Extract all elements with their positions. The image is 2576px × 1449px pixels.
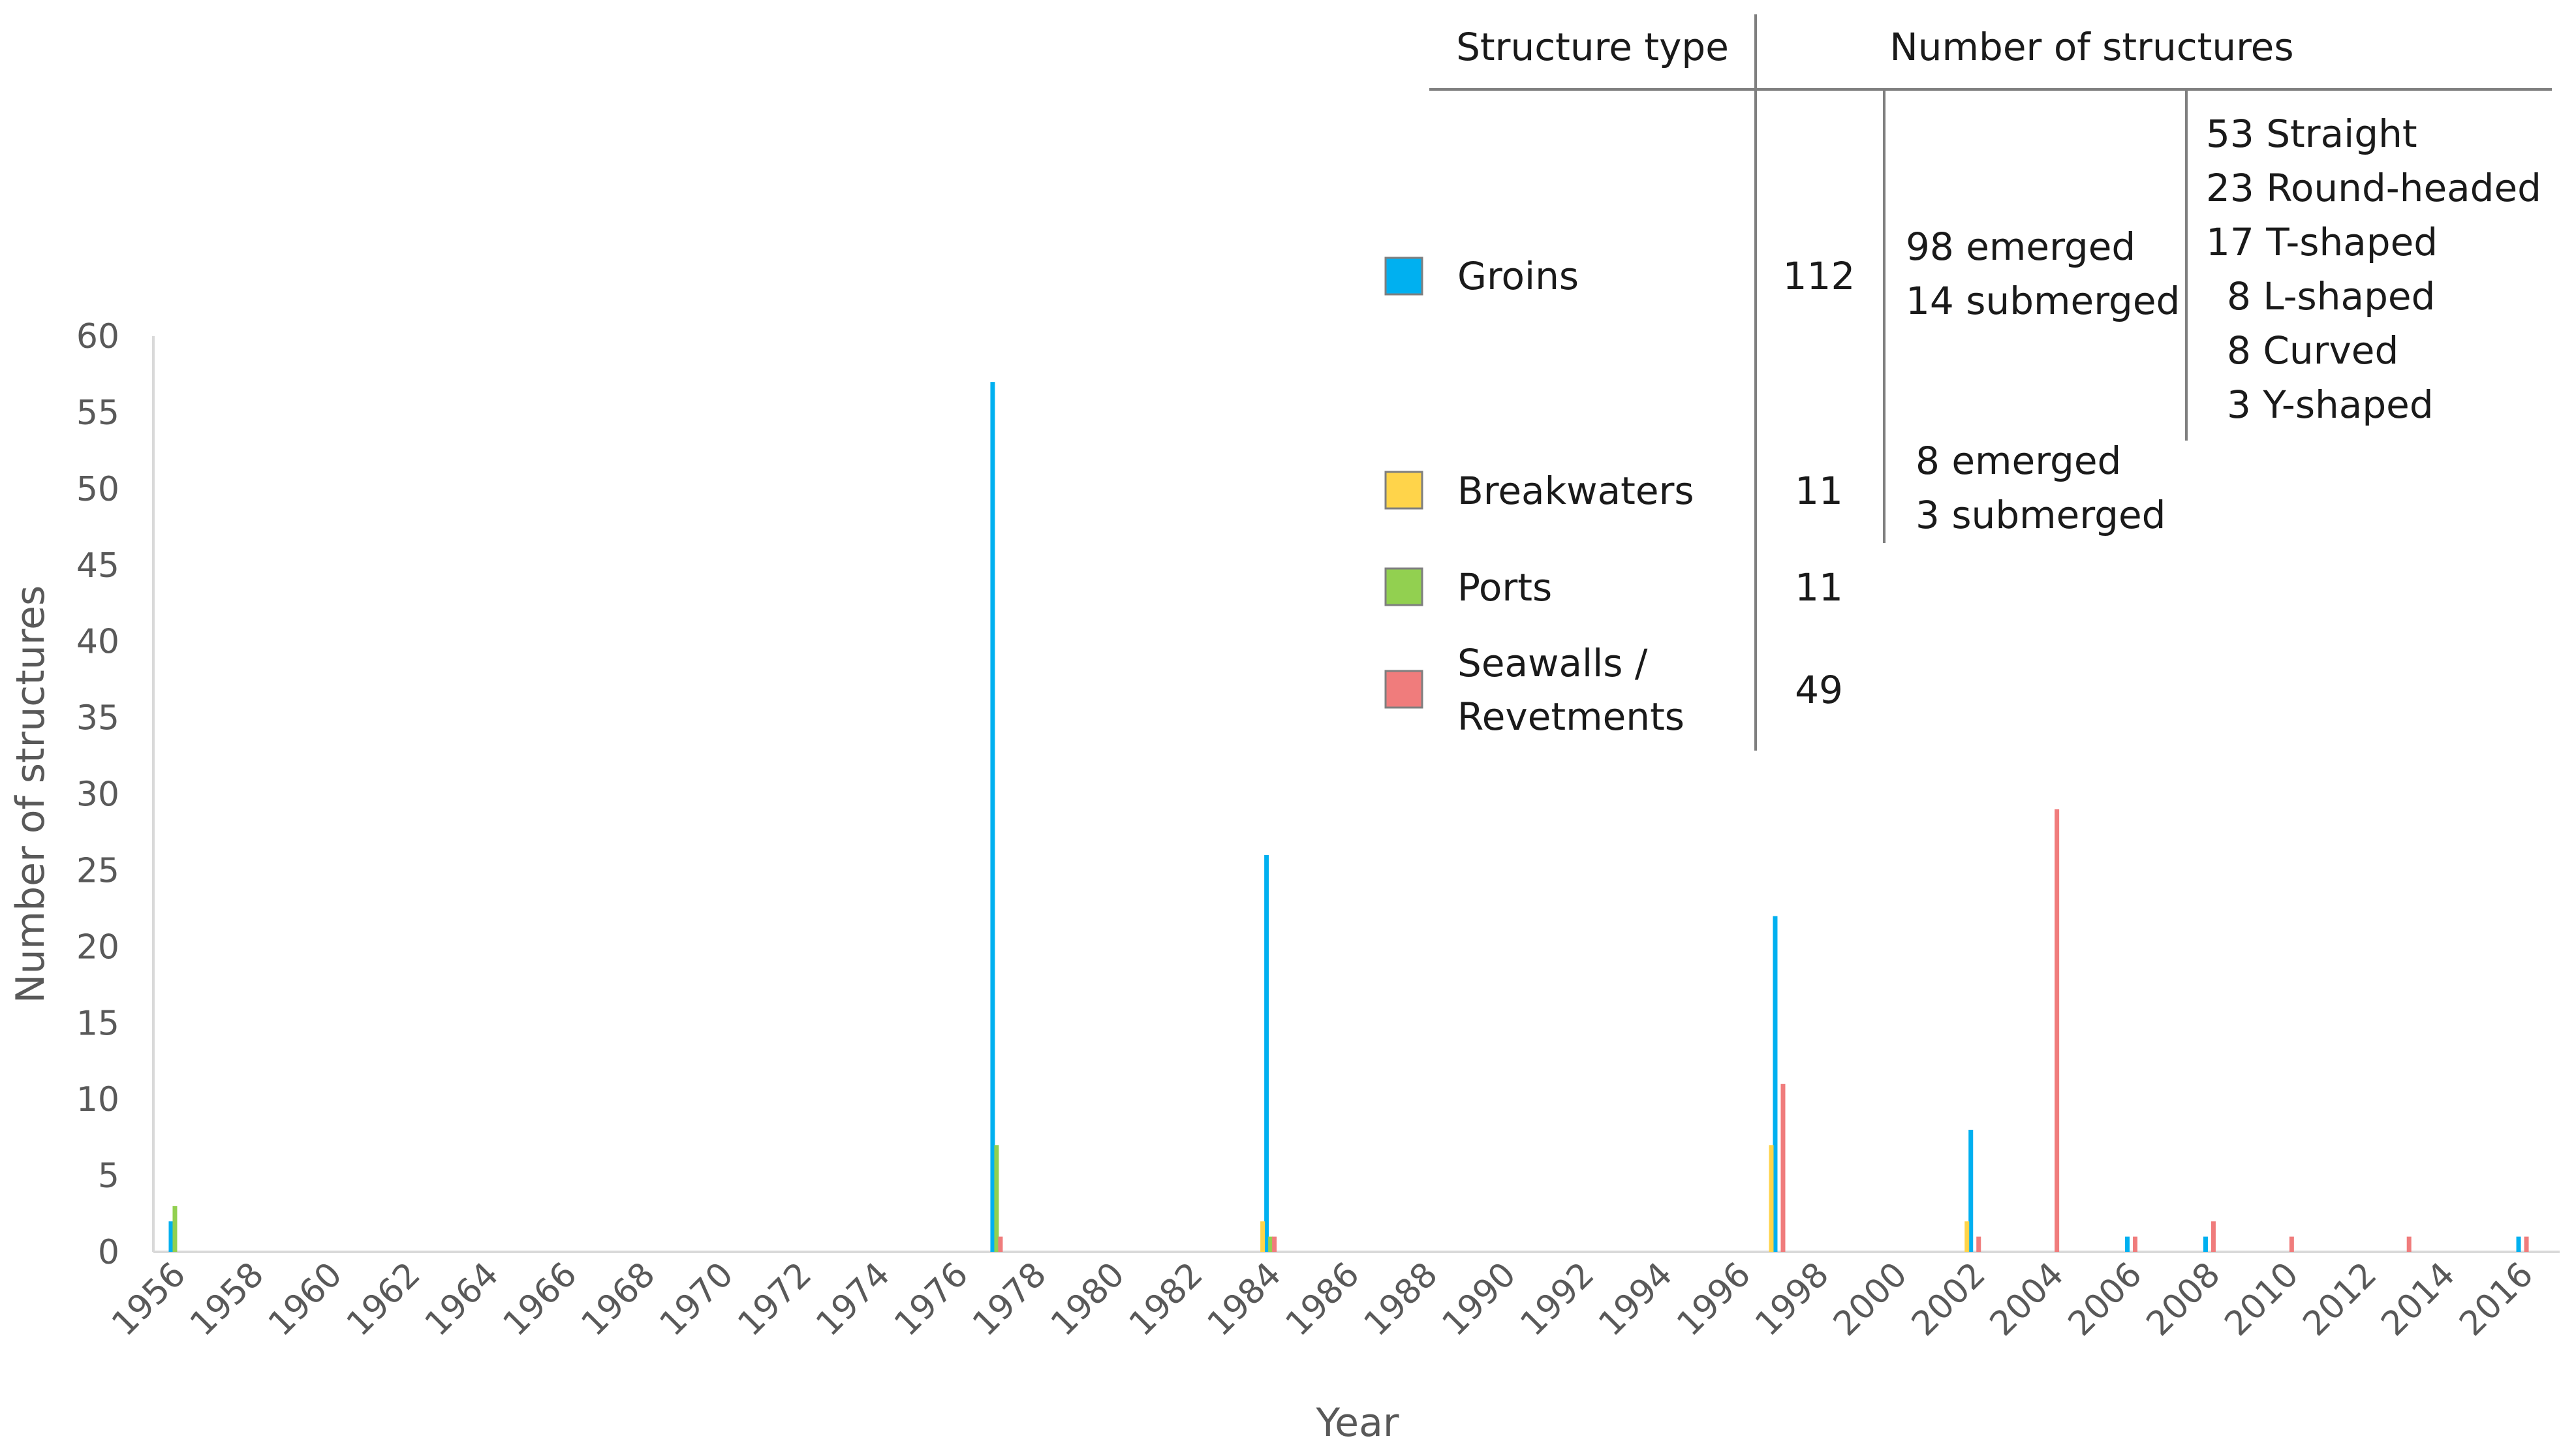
groins-count: 112 — [1783, 254, 1855, 298]
y-tick-label: 20 — [76, 927, 119, 967]
breakwaters-submerged: 3 submerged — [1916, 493, 2165, 537]
y-tick-label: 0 — [98, 1233, 119, 1272]
bar-seawalls-revetments-2004 — [2055, 809, 2060, 1252]
y-tick-labels: 0 5 10 15 20 25 30 35 40 45 50 55 60 — [76, 317, 119, 1272]
x-tick-label: 1972 — [730, 1255, 819, 1344]
breakwaters-emerged: 8 emerged — [1916, 439, 2121, 483]
x-tick-label: 1992 — [1513, 1255, 1602, 1344]
table-header-type: Structure type — [1456, 25, 1729, 69]
breakwaters-count: 11 — [1795, 469, 1843, 513]
groins-label: Groins — [1457, 254, 1579, 298]
bar-ports-1977 — [994, 1145, 999, 1252]
bar-groins-2006 — [2125, 1236, 2130, 1252]
x-tick-label: 1964 — [418, 1255, 506, 1344]
x-tick-label: 2008 — [2139, 1255, 2228, 1344]
x-tick-label: 2010 — [2218, 1255, 2306, 1344]
summary-table: Structure type Number of structures Groi… — [1384, 14, 2552, 751]
x-tick-label: 1976 — [887, 1255, 976, 1344]
bar-ports-1956 — [172, 1206, 178, 1252]
seawalls-legend-swatch — [1384, 670, 1423, 709]
y-tick-label: 60 — [76, 317, 119, 356]
groins-shape-straight: 53 Straight — [2206, 112, 2417, 156]
y-tick-label: 55 — [76, 394, 119, 433]
bar-groins-1984 — [1264, 855, 1269, 1252]
groins-shape-round-headed: 23 Round-headed — [2206, 166, 2541, 210]
x-tick-label: 1982 — [1122, 1255, 1211, 1344]
groins-shape-curved: 8 Curved — [2227, 328, 2398, 373]
bar-seawalls-revetments-2013 — [2406, 1236, 2412, 1252]
y-tick-label: 25 — [76, 851, 119, 890]
table-header-number: Number of structures — [1889, 25, 2293, 69]
x-tick-label: 1994 — [1591, 1255, 1680, 1344]
y-tick-label: 40 — [76, 623, 119, 662]
x-tick-label: 1980 — [1044, 1255, 1132, 1344]
bar-seawalls-revetments-1977 — [998, 1236, 1003, 1252]
bar-groins-2002 — [1968, 1129, 1974, 1252]
x-tick-label: 2004 — [1983, 1255, 2072, 1344]
ports-label: Ports — [1457, 565, 1552, 610]
y-tick-label: 30 — [76, 775, 119, 815]
x-tick-label: 1978 — [965, 1255, 1054, 1344]
x-tick-label: 2014 — [2374, 1255, 2462, 1344]
x-tick-label: 1966 — [496, 1255, 585, 1344]
x-axis-title: Year — [1315, 1400, 1399, 1446]
groins-submerged: 14 submerged — [1906, 279, 2180, 323]
x-tick-label: 1988 — [1357, 1255, 1446, 1344]
y-tick-label: 35 — [76, 699, 119, 738]
bar-breakwaters-2002 — [1964, 1221, 1970, 1252]
bar-seawalls-revetments-1997 — [1780, 1083, 1786, 1252]
groins-shape-l-shaped: 8 L-shaped — [2227, 274, 2435, 319]
seawalls-label-line2: Revetments — [1457, 694, 1684, 739]
bar-breakwaters-1984 — [1260, 1221, 1265, 1252]
y-tick-label: 10 — [76, 1080, 119, 1119]
y-tick-label: 45 — [76, 546, 119, 585]
groins-shape-y-shaped: 3 Y-shaped — [2227, 382, 2434, 427]
bar-seawalls-revetments-2010 — [2289, 1236, 2294, 1252]
bar-groins-1956 — [168, 1221, 174, 1252]
bar-seawalls-revetments-2002 — [1976, 1236, 1981, 1252]
bar-breakwaters-1997 — [1769, 1145, 1774, 1252]
x-tick-label: 1958 — [183, 1255, 272, 1344]
x-tick-label: 2016 — [2452, 1255, 2541, 1344]
bar-seawalls-revetments-1984 — [1272, 1236, 1277, 1252]
x-tick-label: 1984 — [1200, 1255, 1289, 1344]
bar-seawalls-revetments-2008 — [2211, 1221, 2216, 1252]
x-tick-label: 1962 — [339, 1255, 428, 1344]
seawalls-label-line1: Seawalls / — [1457, 641, 1648, 685]
y-tick-label: 50 — [76, 470, 119, 509]
x-tick-label: 1986 — [1279, 1255, 1367, 1344]
x-tick-label: 1998 — [1748, 1255, 1837, 1344]
x-tick-label: 1996 — [1669, 1255, 1758, 1344]
x-tick-label: 1968 — [574, 1255, 663, 1344]
bar-ports-1984 — [1268, 1236, 1273, 1252]
bar-groins-1977 — [990, 382, 995, 1252]
x-tick-label: 1970 — [652, 1255, 741, 1344]
x-tick-label: 2000 — [1826, 1255, 1915, 1344]
bar-groins-2016 — [2516, 1236, 2521, 1252]
bar-groins-2008 — [2203, 1236, 2208, 1252]
bars — [168, 382, 2529, 1252]
y-axis-title: Number of structures — [8, 585, 54, 1004]
x-tick-label: 2006 — [2061, 1255, 2150, 1344]
bar-groins-1997 — [1773, 916, 1778, 1252]
breakwaters-legend-swatch — [1384, 471, 1423, 510]
ports-count: 11 — [1795, 565, 1843, 610]
ports-legend-swatch — [1384, 567, 1423, 606]
groins-shape-t-shaped: 17 T-shaped — [2206, 220, 2438, 264]
seawalls-count: 49 — [1795, 668, 1843, 712]
y-tick-label: 15 — [76, 1004, 119, 1043]
bar-seawalls-revetments-2006 — [2133, 1236, 2138, 1252]
bar-seawalls-revetments-2016 — [2524, 1236, 2529, 1252]
breakwaters-label: Breakwaters — [1457, 469, 1694, 513]
groins-emerged: 98 emerged — [1906, 225, 2135, 269]
x-tick-label: 2012 — [2295, 1255, 2384, 1344]
groins-legend-swatch — [1384, 257, 1423, 296]
x-tick-labels: 1956195819601962196419661968197019721974… — [104, 1255, 2541, 1344]
x-tick-label: 1990 — [1435, 1255, 1524, 1344]
y-tick-label: 5 — [98, 1157, 119, 1196]
x-tick-label: 1974 — [809, 1255, 897, 1344]
x-tick-label: 1960 — [261, 1255, 350, 1344]
x-tick-label: 2002 — [1904, 1255, 1993, 1344]
